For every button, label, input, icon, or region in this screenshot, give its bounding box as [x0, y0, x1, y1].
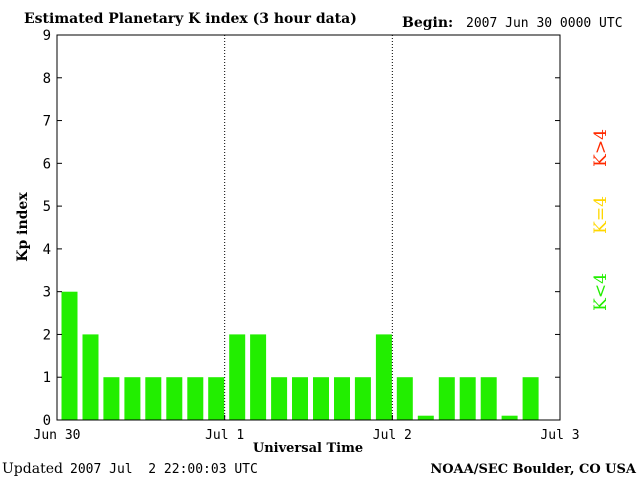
kp-bar — [354, 377, 371, 420]
x-tick-label: Jul 3 — [540, 428, 579, 443]
y-tick-label: 4 — [43, 242, 51, 258]
kp-bar — [480, 377, 497, 420]
legend-k-greater-4: K>4 — [591, 129, 611, 167]
day-separators — [224, 35, 393, 420]
y-tick-label: 3 — [43, 285, 51, 301]
kp-bar — [82, 334, 99, 420]
kp-bar — [292, 377, 308, 420]
kp-bar — [396, 377, 413, 420]
begin-value: 2007 Jun 30 0000 UTC — [466, 16, 623, 31]
updated-label: Updated — [2, 461, 63, 477]
kp-bar — [313, 377, 329, 420]
x-tick-label: Jul 2 — [373, 428, 412, 443]
kp-bar — [334, 377, 350, 420]
kp-bar — [166, 377, 183, 420]
legend-k-equal-4: K=4 — [591, 196, 611, 234]
y-axis-label: Kp index — [15, 192, 31, 262]
updated-value: 2007 Jul 2 22:00:03 UTC — [70, 462, 258, 477]
legend-k-less-4: K<4 — [591, 273, 611, 311]
x-tick-label: Jul 1 — [205, 428, 244, 443]
y-tick-label: 0 — [43, 413, 51, 429]
kp-bar — [124, 377, 141, 420]
kp-bar — [103, 377, 120, 420]
kp-bar — [522, 377, 539, 420]
source-credit: NOAA/SEC Boulder, CO USA — [430, 462, 637, 477]
kp-bar — [438, 377, 455, 420]
begin-label: Begin: — [402, 15, 453, 31]
y-tick-label: 1 — [43, 370, 51, 386]
kp-bar — [250, 334, 267, 420]
kp-bar — [459, 377, 476, 420]
plot-frame — [56, 34, 561, 421]
chart-title: Estimated Planetary K index (3 hour data… — [24, 11, 357, 27]
kp-bar — [145, 377, 162, 420]
kp-bar — [187, 377, 204, 420]
kp-bar — [208, 377, 225, 420]
x-tick-label: Jun 30 — [34, 428, 81, 443]
x-axis-label: Universal Time — [253, 441, 363, 456]
y-tick-label: 7 — [43, 114, 51, 130]
kp-bar — [229, 334, 246, 420]
y-ticks: 0 1 2 3 4 5 6 7 8 9 — [43, 28, 560, 429]
kp-bar — [417, 415, 434, 420]
y-tick-label: 6 — [43, 156, 51, 172]
kp-bar — [271, 377, 288, 420]
y-tick-label: 5 — [43, 199, 51, 215]
x-ticks: Jun 30 Jul 1 Jul 2 Jul 3 — [34, 415, 580, 443]
kp-bar — [501, 415, 518, 420]
bars-group — [61, 291, 539, 420]
kp-bar — [61, 291, 78, 420]
y-tick-label: 2 — [43, 327, 51, 343]
y-tick-label: 8 — [43, 71, 51, 87]
y-tick-label: 9 — [43, 28, 51, 44]
kp-bar — [375, 334, 392, 420]
